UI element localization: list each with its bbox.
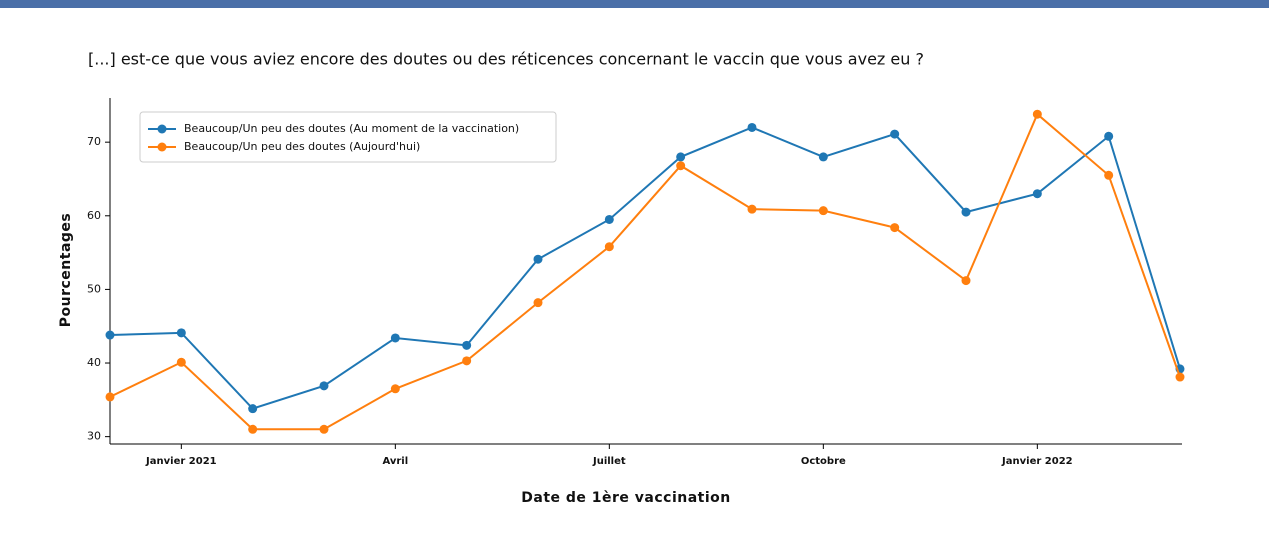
data-point: [176, 328, 186, 338]
data-point: [533, 254, 543, 264]
data-point: [1175, 372, 1185, 382]
data-point: [390, 384, 400, 394]
x-tick-label: Janvier 2021: [145, 456, 217, 467]
x-tick-label: Avril: [382, 456, 408, 467]
data-point: [961, 207, 971, 217]
y-axis-label: Pourcentages: [58, 213, 74, 328]
chart-title: [...] est-ce que vous aviez encore des d…: [88, 50, 924, 69]
data-point: [890, 223, 900, 233]
legend-label: Beaucoup/Un peu des doutes (Au moment de…: [184, 122, 519, 135]
data-point: [1104, 170, 1114, 180]
data-point: [747, 122, 757, 132]
data-point: [818, 152, 828, 162]
data-point: [462, 356, 472, 366]
legend-marker: [157, 124, 167, 134]
legend-box: [139, 111, 557, 163]
data-point: [248, 404, 258, 414]
x-tick-label: Janvier 2022: [1001, 456, 1073, 467]
y-tick-label: 70: [87, 135, 101, 148]
data-point: [462, 340, 472, 350]
x-tick-label: Juillet: [592, 456, 626, 467]
legend-label: Beaucoup/Un peu des doutes (Aujourd'hui): [184, 140, 420, 153]
data-point: [1104, 131, 1114, 141]
y-tick-label: 40: [87, 356, 101, 369]
data-point: [604, 214, 614, 224]
data-point: [676, 152, 686, 162]
data-point: [1032, 189, 1042, 199]
data-point: [248, 424, 258, 434]
data-point: [319, 424, 329, 434]
series-line: [109, 126, 1181, 410]
data-point: [1032, 109, 1042, 119]
legend-marker: [157, 142, 167, 152]
data-point: [604, 242, 614, 252]
data-point: [105, 392, 115, 402]
series-line: [109, 112, 1181, 431]
y-tick-label: 30: [87, 430, 101, 443]
data-point: [105, 330, 115, 340]
data-point: [818, 206, 828, 216]
data-point: [176, 357, 186, 367]
data-point: [319, 381, 329, 391]
data-point: [533, 298, 543, 308]
top-bar: [0, 0, 1269, 8]
x-tick-label: Octobre: [801, 456, 846, 467]
data-point: [676, 161, 686, 171]
data-point: [390, 333, 400, 343]
data-point: [961, 276, 971, 286]
x-axis-label: Date de 1ère vaccination: [521, 490, 731, 506]
data-point: [890, 129, 900, 139]
y-tick-label: 60: [87, 209, 101, 222]
data-point: [747, 204, 757, 214]
y-tick-label: 50: [87, 282, 101, 295]
